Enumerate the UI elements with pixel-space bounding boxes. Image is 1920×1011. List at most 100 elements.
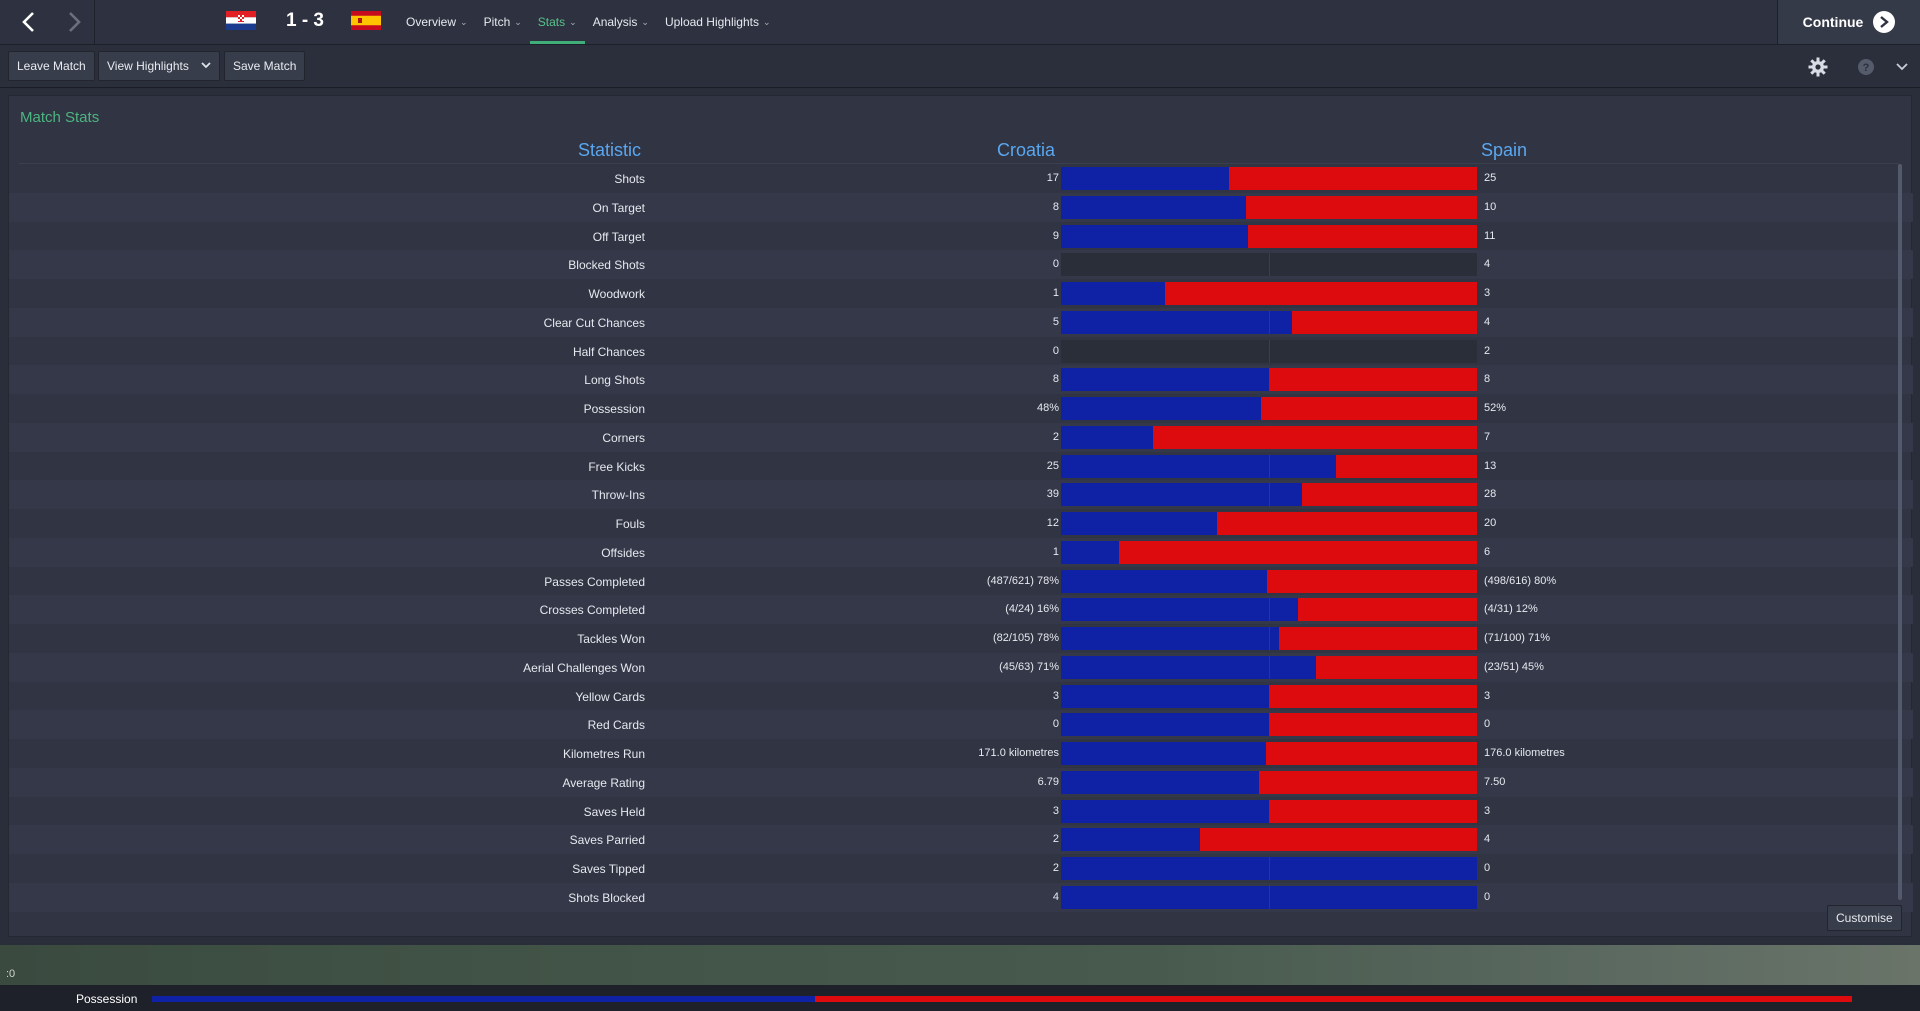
column-header-away-team[interactable]: Spain [1481, 140, 1528, 160]
stat-home-value: (487/621) 78% [986, 574, 1059, 587]
stat-comparison-bar [1061, 655, 1477, 679]
chevron-down-icon[interactable] [1890, 55, 1914, 79]
stat-away-value: (71/100) 71% [1484, 632, 1551, 644]
stat-row: Kilometres Run 171.0 kilometres 176.0 kilo… [9, 739, 1913, 768]
stat-label: Passes Completed [544, 574, 645, 589]
svg-text:?: ? [1863, 62, 1870, 74]
stat-away-value: 0 [1484, 718, 1491, 731]
scrollbar[interactable] [1898, 164, 1902, 900]
stat-home-value: 8 [1052, 200, 1059, 213]
stat-away-value: (4/31) 12% [1484, 603, 1538, 616]
croatia-flag-icon [226, 11, 256, 30]
stat-row: Off Target 9 11 [9, 222, 1913, 251]
help-icon[interactable]: ? [1854, 55, 1878, 79]
stat-row: On Target 8 10 [9, 192, 1913, 222]
back-arrow-icon[interactable] [3, 0, 53, 44]
stat-comparison-bar [1061, 885, 1477, 909]
view-highlights-dropdown[interactable]: View Highlights [98, 51, 220, 81]
stat-home-value: 8 [1052, 373, 1059, 386]
stat-comparison-bar [1061, 339, 1477, 363]
stat-away-value: 8 [1484, 373, 1491, 386]
stat-label: Aerial Challenges Won [523, 660, 645, 675]
stat-home-value: 12 [1046, 517, 1059, 529]
away-bar-segment [1292, 310, 1477, 334]
away-bar-segment [1259, 770, 1477, 794]
stat-row: Shots 17 25 [9, 164, 1913, 193]
stat-away-value: 3 [1484, 804, 1491, 817]
menu-pitch[interactable]: Pitch ⌄ [483, 15, 522, 29]
stat-away-value: (498/616) 80% [1484, 574, 1557, 587]
bar-midline [1269, 857, 1270, 880]
menu-upload-highlights[interactable]: Upload Highlights ⌄ [664, 15, 771, 29]
stat-row: Yellow Cards 3 3 [9, 682, 1913, 711]
stat-row: Half Chances 0 2 [9, 337, 1913, 366]
chevron-down-icon: ⌄ [763, 16, 771, 27]
stat-label: Average Rating [562, 775, 646, 790]
stat-label: Kilometres Run [562, 747, 645, 761]
away-bar-segment [1261, 397, 1477, 420]
stat-comparison-bar [1061, 425, 1477, 449]
leave-match-button[interactable]: Leave Match [8, 51, 95, 81]
pitch-preview: :0 [0, 945, 1920, 985]
stat-comparison-bar [1061, 627, 1477, 650]
menu-overview[interactable]: Overview ⌄ [406, 15, 468, 29]
continue-button[interactable]: Continue [1777, 0, 1920, 44]
bar-midline [1269, 828, 1270, 852]
home-bar-segment [1061, 684, 1269, 708]
stat-home-value: 5 [1052, 315, 1059, 328]
stat-row: Tackles Won (82/105) 78% (71/100) 71% [9, 624, 1913, 653]
stat-comparison-bar [1061, 569, 1477, 593]
match-ticker: :0 [6, 968, 16, 980]
away-bar-segment [1269, 799, 1477, 823]
bar-midline [1269, 540, 1270, 564]
stat-comparison-bar [1061, 282, 1477, 305]
stat-away-value: 10 [1484, 200, 1497, 213]
away-bar-segment [1153, 425, 1477, 449]
column-header-statistic[interactable]: Statistic [577, 140, 641, 160]
top-bar: 1 - 3 Overview ⌄ Pitch ⌄ Stats ⌄ Analysis ⌄ … [0, 0, 1920, 45]
menu-analysis[interactable]: Analysis ⌄ [592, 15, 649, 29]
stat-label: Saves Tipped [572, 862, 645, 876]
forward-arrow-icon[interactable] [50, 0, 100, 44]
home-bar-segment [1061, 540, 1119, 564]
stat-comparison-bar [1061, 310, 1477, 334]
stat-comparison-bar [1061, 512, 1477, 535]
stat-label: Corners [602, 430, 645, 445]
away-bar-segment [1269, 713, 1477, 737]
stats-list: Shots 17 25 On Target 8 10 Off Target 9 11 Blocke… [9, 164, 1913, 912]
menu-stats[interactable]: Stats ⌄ [529, 0, 585, 44]
stat-away-value: 4 [1484, 258, 1491, 271]
gear-icon[interactable] [1806, 55, 1830, 79]
stat-home-value: 2 [1052, 833, 1059, 846]
bar-midline [1269, 598, 1270, 622]
home-bar-segment [1061, 167, 1229, 190]
match-stats-panel: Match Stats Statistic Croatia Spain Shot… [8, 95, 1913, 937]
save-match-button[interactable]: Save Match [224, 51, 306, 81]
stat-label: Yellow Cards [575, 689, 645, 704]
bar-midline [1269, 425, 1270, 449]
home-bar-segment [1061, 799, 1269, 823]
home-bar-segment [1061, 828, 1200, 852]
stat-label: Half Chances [572, 344, 645, 359]
stat-row: Aerial Challenges Won (45/63) 71% (23/51) … [9, 652, 1913, 682]
away-bar-segment [1298, 598, 1477, 622]
stat-home-value: 25 [1046, 459, 1059, 472]
away-bar-segment [1336, 454, 1477, 478]
stat-comparison-bar [1061, 454, 1477, 478]
stat-comparison-bar [1061, 742, 1477, 765]
possession-bar [152, 996, 1852, 1002]
away-bar-segment [1279, 627, 1477, 650]
stat-home-value: 3 [1052, 804, 1059, 817]
away-bar-segment [1229, 167, 1477, 190]
home-bar-segment [1061, 742, 1266, 765]
stat-home-value: (82/105) 78% [992, 632, 1059, 644]
stat-home-value: 17 [1046, 172, 1059, 184]
stat-comparison-bar [1061, 368, 1477, 392]
stat-away-value: 28 [1484, 488, 1497, 501]
stat-comparison-bar [1061, 253, 1477, 277]
stat-row: Fouls 12 20 [9, 509, 1913, 538]
column-header-home-team[interactable]: Croatia [996, 140, 1055, 160]
customise-button[interactable]: Customise [1827, 905, 1902, 931]
stat-away-value: 20 [1484, 517, 1497, 529]
stat-comparison-bar [1061, 167, 1477, 190]
